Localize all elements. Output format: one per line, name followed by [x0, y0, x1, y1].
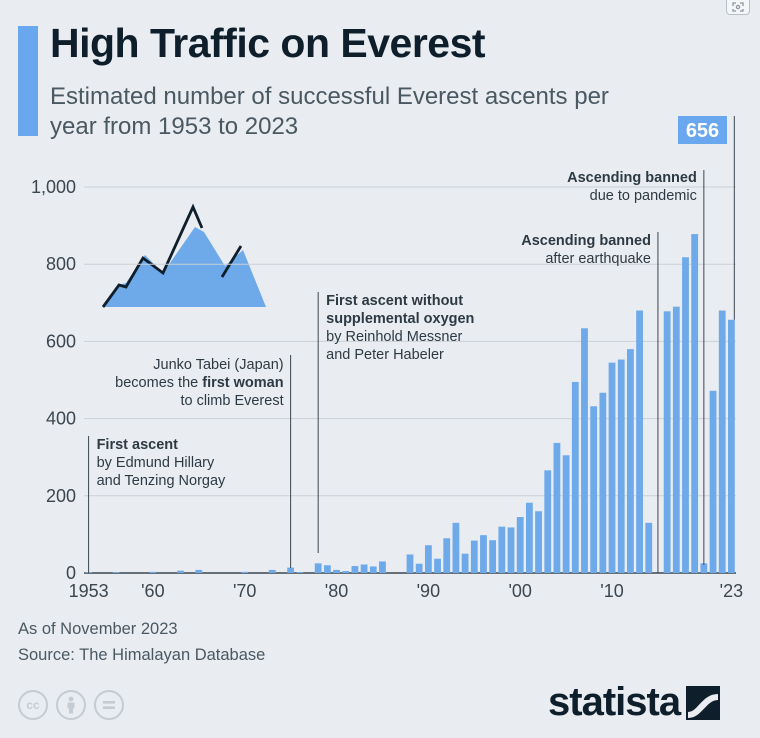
bar-1963 — [177, 570, 184, 573]
x-tick-label: '80 — [325, 581, 348, 601]
chart-title: High Traffic on Everest — [50, 20, 486, 66]
x-tick-label: '00 — [508, 581, 531, 601]
annotation-2020-title: Ascending banned — [567, 170, 697, 186]
bar-2022 — [718, 310, 726, 573]
footnote: As of November 2023 — [18, 620, 178, 638]
bar-2006 — [571, 381, 579, 573]
annotation-1978-title: supplemental oxygen — [326, 311, 474, 327]
bar-2021 — [709, 390, 717, 573]
bar-2012 — [626, 349, 634, 573]
annotation-1975-text: becomes the first woman — [115, 375, 283, 391]
annotation-1953-text: by Edmund Hillary — [97, 455, 215, 471]
bar-1991 — [434, 558, 441, 573]
bar-1980 — [333, 569, 340, 573]
bar-2010 — [608, 362, 616, 573]
x-tick-label: '10 — [600, 581, 623, 601]
bar-1983 — [360, 564, 368, 573]
bar-2000 — [516, 517, 524, 573]
bar-1999 — [507, 527, 515, 573]
bar-2019 — [691, 234, 699, 574]
annotation-2020-text: due to pandemic — [590, 188, 697, 204]
bar-1992 — [443, 538, 451, 573]
callout-label-2023: 656 — [686, 120, 719, 142]
callout-box-2023 — [678, 116, 727, 144]
annotation-1953-text: and Tenzing Norgay — [97, 473, 226, 489]
expand-icon[interactable] — [726, 0, 750, 15]
statista-logo[interactable]: statista — [548, 680, 721, 725]
bar-1973 — [268, 569, 276, 573]
y-tick-label: 200 — [46, 486, 76, 506]
bar-1960 — [149, 571, 157, 573]
bar-1984 — [369, 566, 377, 573]
bar-1993 — [452, 522, 460, 573]
x-tick-label: '60 — [141, 581, 164, 601]
bar-1988 — [406, 554, 414, 573]
source-note: Source: The Himalayan Database — [18, 646, 266, 664]
mountain-icon — [101, 203, 266, 308]
annotation-1953-title: First ascent — [97, 437, 179, 453]
chart-subtitle: Estimated number of successful Everest a… — [50, 83, 609, 140]
y-tick-label: 1,000 — [31, 177, 76, 197]
cc-icon[interactable]: cc — [18, 690, 48, 720]
bar-1981 — [342, 571, 350, 573]
bar-2007 — [581, 328, 588, 573]
y-tick-label: 400 — [46, 409, 76, 429]
annotation-2015-text: after earthquake — [545, 251, 651, 267]
bar-1965 — [195, 569, 203, 573]
annotation-2015-title: Ascending banned — [521, 233, 651, 249]
bar-1995 — [470, 540, 478, 573]
bar-2013 — [636, 310, 643, 573]
annotation-1975-text: to climb Everest — [180, 393, 283, 409]
statista-mark-icon — [686, 685, 721, 720]
bar-1970 — [241, 571, 249, 573]
annotation-1978-text: and Peter Habeler — [326, 347, 444, 363]
annotation-1978-text: by Reinhold Messner — [326, 329, 462, 345]
x-tick-label: '23 — [720, 581, 743, 601]
bar-2016 — [663, 311, 671, 573]
bar-1994 — [461, 553, 469, 573]
bar-1978 — [314, 563, 322, 573]
bar-1989 — [415, 563, 423, 573]
bar-1982 — [351, 566, 359, 573]
bar-2002 — [535, 511, 542, 573]
bar-1990 — [424, 545, 432, 573]
license-icons: cc — [18, 690, 124, 720]
bar-2003 — [544, 470, 552, 573]
bar-2004 — [553, 442, 561, 573]
attribution-icon[interactable] — [56, 690, 86, 720]
bar-2023 — [728, 319, 735, 573]
y-tick-label: 800 — [46, 254, 76, 274]
bar-1998 — [498, 526, 506, 573]
bar-2014 — [645, 522, 653, 573]
bar-2005 — [562, 455, 570, 573]
bar-2018 — [682, 257, 689, 573]
bar-1976 — [296, 572, 304, 573]
bar-2001 — [525, 502, 533, 573]
brand-name: statista — [548, 680, 681, 724]
bar-2020 — [700, 563, 708, 573]
x-tick-label: '70 — [233, 581, 256, 601]
bar-1997 — [489, 540, 497, 573]
accent-bar — [18, 26, 38, 136]
bar-1996 — [480, 535, 487, 573]
bar-1956 — [112, 572, 120, 573]
x-tick-label: 1953 — [69, 581, 109, 601]
y-tick-label: 600 — [46, 331, 76, 351]
bar-2017 — [672, 306, 680, 573]
y-tick-label: 0 — [66, 563, 76, 583]
bar-1985 — [379, 561, 386, 573]
annotation-1975-text: Junko Tabei (Japan) — [153, 357, 283, 373]
bar-2011 — [617, 359, 625, 573]
no-derivatives-icon[interactable] — [94, 690, 124, 720]
bar-1975 — [287, 567, 295, 573]
annotation-1978-title: First ascent without — [326, 293, 463, 309]
bar-1979 — [323, 565, 331, 573]
bar-2008 — [590, 406, 598, 573]
bar-2009 — [599, 392, 607, 573]
x-tick-label: '90 — [417, 581, 440, 601]
